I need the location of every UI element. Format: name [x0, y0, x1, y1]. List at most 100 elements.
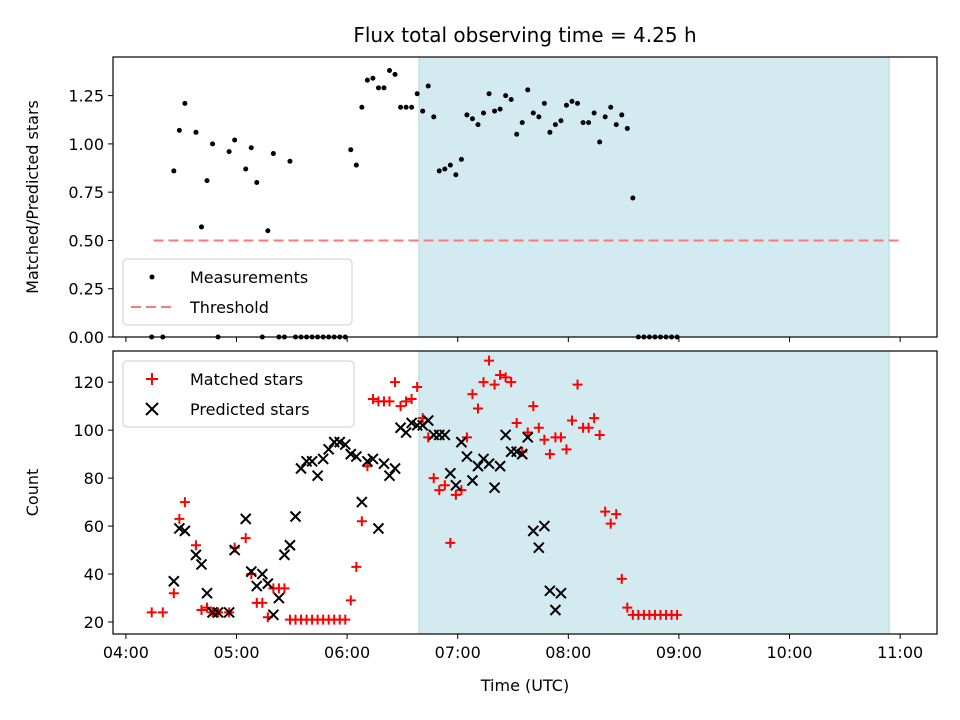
matched-star-point [412, 381, 423, 392]
measurement-point [580, 120, 586, 126]
matched-star-point [456, 485, 467, 496]
matched-star-point [484, 355, 495, 366]
predicted-star-point [466, 474, 479, 487]
measurement-point [503, 93, 509, 99]
predicted-star-point [378, 458, 390, 470]
y-tick-label: 0.00 [68, 328, 104, 347]
predicted-star-point [488, 481, 501, 494]
predicted-star-point [472, 460, 484, 472]
measurement-point [442, 166, 448, 172]
measurement-point [508, 96, 514, 102]
measurement-point [563, 102, 569, 108]
x-tick-label: 06:00 [324, 643, 370, 662]
matched-star-point [340, 614, 351, 625]
matched-star-point [434, 485, 445, 496]
measurements-legend-marker [149, 274, 155, 280]
measurement-point [348, 147, 354, 153]
y-tick-label: 40 [84, 565, 104, 584]
x-tick-label: 08:00 [545, 643, 591, 662]
predicted-star-point [494, 460, 506, 472]
predicted-star-point [372, 522, 385, 535]
predicted-star-point [317, 453, 329, 465]
predicted-star-point [439, 429, 451, 441]
predicted-star-point [195, 558, 208, 571]
matched-star-point [146, 607, 157, 618]
predicted-star-point [212, 606, 224, 619]
measurement-point [226, 149, 232, 155]
matched-star-point [583, 422, 594, 433]
matched-star-point [572, 379, 583, 390]
predicted-star-point [273, 592, 285, 604]
x-tick-label: 07:00 [435, 643, 481, 662]
measurement-point [591, 110, 597, 116]
matched-star-point [511, 417, 522, 428]
matched-star-points [146, 355, 683, 625]
chart-title: Flux total observing time = 4.25 h [353, 23, 696, 47]
matched-star-point [384, 396, 395, 407]
predicted-star-point [516, 448, 528, 460]
matched-star-point [506, 377, 517, 388]
measurement-point [597, 139, 603, 145]
measurement-point [248, 145, 254, 151]
measurement-point [182, 100, 188, 106]
ratio-panel: 0.00 0.25 0.50 0.75 1.00 1.25 Matched/Predict… [23, 56, 938, 347]
matched-legend-marker [146, 373, 158, 385]
predicted-star-point [389, 462, 401, 475]
y-tick-label: 1.25 [68, 87, 104, 106]
predicted-star-point [422, 414, 434, 427]
x-tick-label: 04:00 [103, 643, 149, 662]
matched-star-point [589, 413, 600, 424]
measurement-point [475, 122, 481, 128]
matched-star-point [174, 513, 185, 524]
matched-star-point [616, 573, 627, 584]
measurement-point [359, 104, 365, 110]
predicted-star-point [367, 453, 379, 465]
x-axis-label: Time (UTC) [480, 676, 569, 695]
predicted-star-point [522, 431, 534, 444]
measurement-point [619, 112, 625, 118]
matched-star-point [539, 434, 550, 445]
matched-star-point [157, 607, 168, 618]
x-tick-label: 10:00 [766, 643, 812, 662]
ratio-legend-box [122, 258, 353, 326]
matched-star-point [406, 393, 417, 404]
matched-star-point [439, 480, 450, 491]
matched-star-point [528, 401, 539, 412]
predicted-star-point [289, 510, 302, 523]
predicted-star-point [322, 443, 335, 456]
measurement-point [243, 166, 249, 172]
matched-star-point [445, 537, 456, 548]
measurement-point [254, 180, 260, 186]
matched-star-point [500, 372, 511, 383]
y-tick-label: 1.00 [68, 135, 104, 154]
measurement-point [232, 137, 238, 143]
x-tick-label: 09:00 [656, 643, 702, 662]
predicted-star-point [245, 565, 257, 578]
measurement-point [624, 125, 630, 131]
measurement-point [171, 168, 177, 174]
measurement-point [425, 83, 431, 89]
predicted-star-point [256, 568, 269, 580]
measurement-point [414, 91, 420, 97]
measurement-point [420, 108, 426, 114]
predicted-star-point [284, 539, 296, 551]
measurement-point [398, 104, 404, 110]
matched-star-point [600, 506, 611, 517]
predicted-legend-label: Predicted stars [190, 400, 310, 419]
matched-star-point [240, 533, 251, 544]
matched-star-point [190, 540, 201, 551]
matched-star-point [345, 595, 356, 606]
matched-star-point [257, 597, 268, 608]
matched-star-point [279, 583, 290, 594]
measurement-point [387, 68, 393, 74]
matched-star-point [356, 516, 367, 527]
measurement-point [514, 131, 520, 137]
measurement-point [287, 158, 293, 164]
measurement-point [265, 228, 271, 234]
matched-star-point [489, 379, 500, 390]
measurement-point [486, 91, 492, 97]
matched-star-point [544, 449, 555, 460]
measurement-point [176, 127, 182, 133]
matched-star-point [605, 518, 616, 529]
